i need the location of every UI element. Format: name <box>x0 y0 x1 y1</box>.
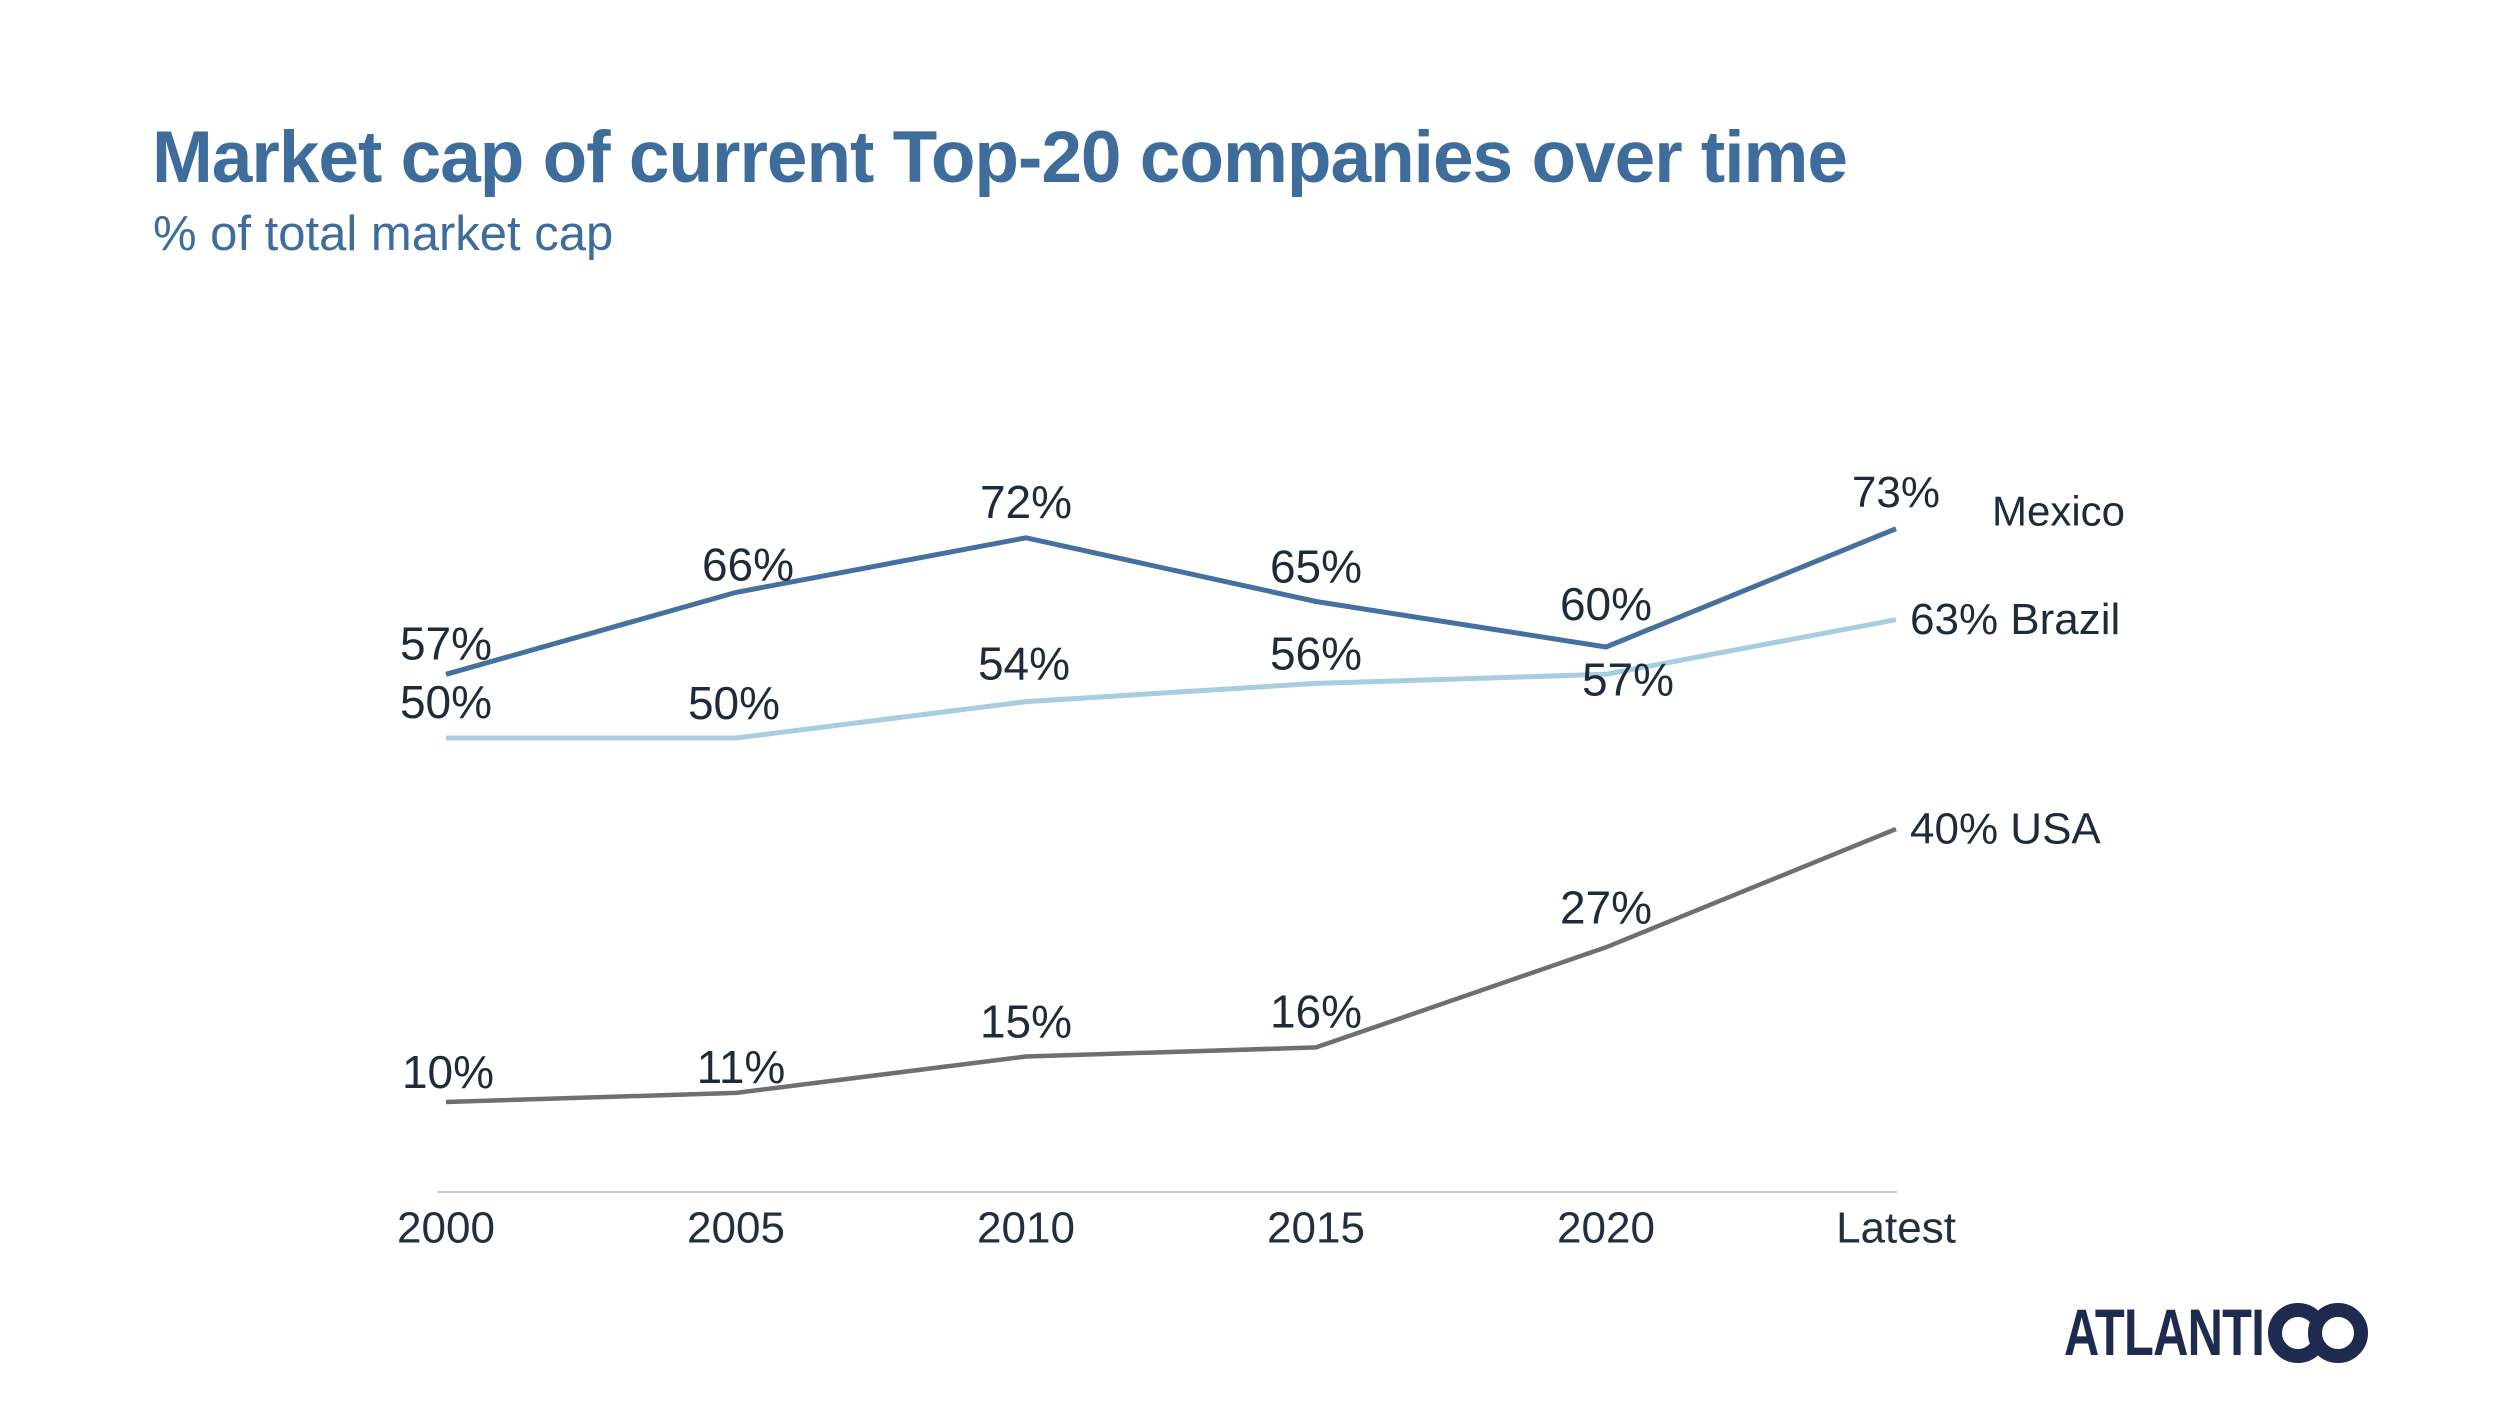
x-axis-label-2010: 2010 <box>977 1204 1075 1253</box>
atlantico-co-ligature-icon <box>2268 1303 2369 1363</box>
data-label-mexico-2005: 66% <box>702 538 794 590</box>
data-label-mexico-latest: 73% <box>1852 468 1940 517</box>
data-label-brazil-2000: 50% <box>400 676 492 728</box>
data-label-brazil-2005: 50% <box>688 677 780 729</box>
data-label-mexico-2000: 57% <box>400 617 492 669</box>
data-label-brazil-2020: 57% <box>1582 653 1674 705</box>
data-label-mexico-2010: 72% <box>980 476 1072 528</box>
series-line-usa <box>445 826 1897 1105</box>
series-line-brazil <box>446 617 1897 741</box>
x-axis-label-2015: 2015 <box>1267 1204 1365 1253</box>
x-axis-label-2020: 2020 <box>1557 1204 1655 1253</box>
data-label-usa-2015: 16% <box>1270 985 1362 1037</box>
logo-c-ring <box>2268 1303 2322 1363</box>
atlantico-logo-text: ATLANTI <box>2064 1295 2265 1369</box>
data-label-usa-2010: 15% <box>980 996 1072 1048</box>
page-title: Market cap of current Top-20 companies o… <box>152 117 1848 198</box>
data-label-mexico-2015: 65% <box>1270 541 1362 593</box>
atlantico-logo: ATLANTI <box>2064 1295 2396 1369</box>
data-label-usa-latest: 40% USA <box>1910 805 2101 854</box>
data-label-usa-2005: 11% <box>697 1041 786 1093</box>
data-label-usa-2000: 10% <box>402 1046 494 1098</box>
series-legend-mexico: Mexico <box>1992 488 2125 535</box>
series-line-mexico <box>445 526 1897 677</box>
x-axis-label-latest: Latest <box>1836 1204 1956 1253</box>
data-label-brazil-2010: 54% <box>978 638 1070 690</box>
data-label-brazil-latest: 63% Brazil <box>1910 595 2120 644</box>
logo-o-ring <box>2308 1303 2369 1363</box>
x-axis-label-2000: 2000 <box>397 1204 495 1253</box>
data-label-mexico-2020: 60% <box>1560 578 1652 630</box>
data-label-usa-2020: 27% <box>1560 881 1652 933</box>
x-axis-label-2005: 2005 <box>687 1204 785 1253</box>
data-label-brazil-2015: 56% <box>1270 627 1362 679</box>
page-subtitle: % of total market cap <box>153 207 614 261</box>
